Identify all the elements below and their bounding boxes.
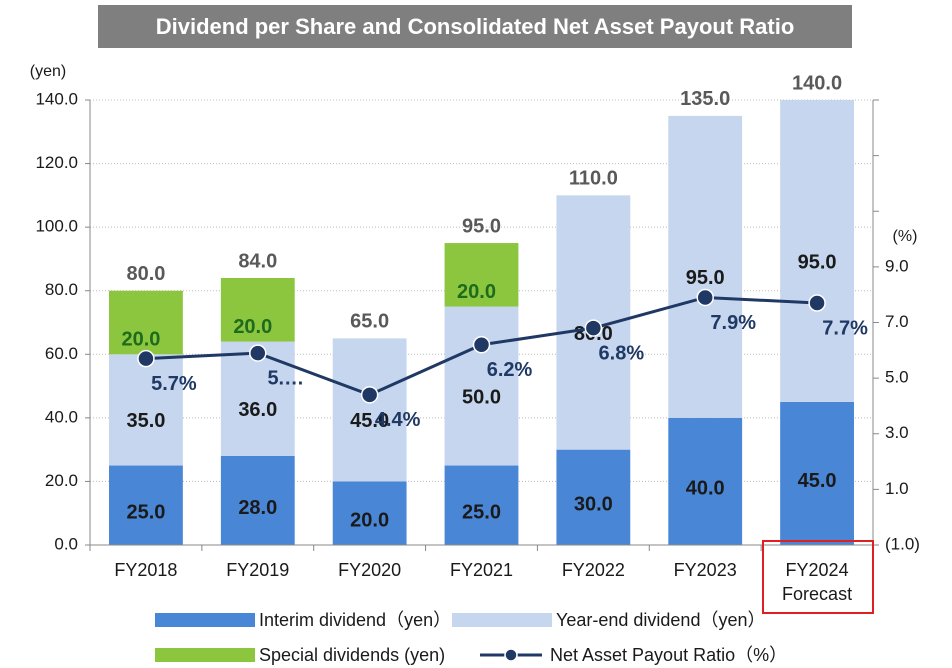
value-label: 30.0 [574,494,613,516]
total-label: 135.0 [680,88,730,110]
bar-segment [668,417,743,545]
legend-label: Interim dividend（yen） [259,610,452,630]
value-label: 95.0 [686,267,725,289]
bar-segment [444,465,519,545]
y2-tick-label: 9.0 [885,256,909,275]
bar-segment [780,401,854,545]
y-tick-label: 0.0 [54,534,78,553]
value-label: 95.0 [798,251,837,273]
y-tick-label: 60.0 [45,344,78,363]
line-point [137,349,155,368]
y2-tick-label: 3.0 [885,423,909,442]
y2-tick-label: 1.0 [885,479,909,498]
bar-segment [109,465,183,545]
bar-segment [220,456,295,545]
line-point [360,386,379,404]
bar-segment [668,115,743,418]
y-tick-label: 140.0 [35,89,78,108]
bar-segment [332,338,407,482]
bar-segment [444,306,519,466]
legend-swatch [155,613,255,627]
bar-segment [109,354,183,466]
total-label: 140.0 [792,72,842,94]
total-label: 110.0 [569,168,618,190]
legend-label: Net Asset Payout Ratio（%） [550,645,788,665]
y-tick-label: 100.0 [35,217,78,236]
legend-point [504,648,518,662]
value-label: 28.0 [238,497,277,519]
y2-tick-label: (1.0) [885,534,920,553]
forecast-highlight [762,540,874,614]
y2-axis-label: (%) [893,228,918,245]
line-label: 7.7% [822,317,868,339]
value-label: 36.0 [238,399,277,421]
value-label: 25.0 [462,502,501,524]
line-point [808,294,826,312]
bar-segment [444,243,519,307]
y-tick-label: 80.0 [45,280,78,299]
bar-segment [109,290,183,355]
line-label: 7.9% [710,312,756,334]
x-tick-label: FY2019 [226,560,290,580]
line-label: 6.8% [599,342,645,364]
bar-segment [780,100,854,402]
y-tick-label: 40.0 [45,407,78,426]
chart-title: Dividend per Share and Consolidated Net … [98,5,852,48]
y2-tick-label: 5.0 [885,368,909,387]
value-label: 40.0 [686,478,725,500]
legend-swatch [452,613,552,627]
x-tick-label: FY2020 [338,560,402,580]
line-label: 5.7% [151,373,197,395]
bar-segment [332,481,407,545]
value-label: 20.0 [233,316,272,338]
value-label: 20.0 [457,281,496,303]
legend-swatch [155,648,255,662]
total-label: 84.0 [238,250,277,272]
value-label: 20.0 [121,329,160,351]
value-label: 20.0 [350,509,389,531]
value-label: 35.0 [126,410,165,432]
bar-segment [220,278,295,342]
line-label: 5.… [267,367,304,389]
line-point [249,344,267,362]
x-tick-label: FY2022 [561,560,625,580]
x-tick-label: FY2021 [449,560,514,580]
value-label: 45.0 [798,470,837,492]
line-label: 6.2% [487,359,533,381]
value-label: 25.0 [126,502,165,524]
x-tick-label: FY2023 [673,560,737,580]
line-point [584,319,603,337]
y-tick-label: 20.0 [45,471,78,490]
y-axis-label: (yen) [30,63,66,80]
bar-segment [556,449,631,545]
line-point [472,336,491,354]
y2-tick-label: 7.0 [885,312,909,331]
x-tick-label: FY2018 [114,560,178,580]
total-label: 65.0 [350,311,389,333]
total-label: 80.0 [126,263,165,285]
value-label: 45.0 [350,410,389,432]
line-point [696,288,714,307]
y-tick-label: 120.0 [35,153,78,172]
legend-label: Special dividends (yen) [259,645,446,665]
line-label: 4.4% [375,409,421,431]
value-label: 50.0 [462,386,501,408]
total-label: 95.0 [462,215,501,237]
legend-label: Year-end dividend（yen） [556,610,766,630]
x-tick-label: FY2024 Forecast [782,560,853,604]
